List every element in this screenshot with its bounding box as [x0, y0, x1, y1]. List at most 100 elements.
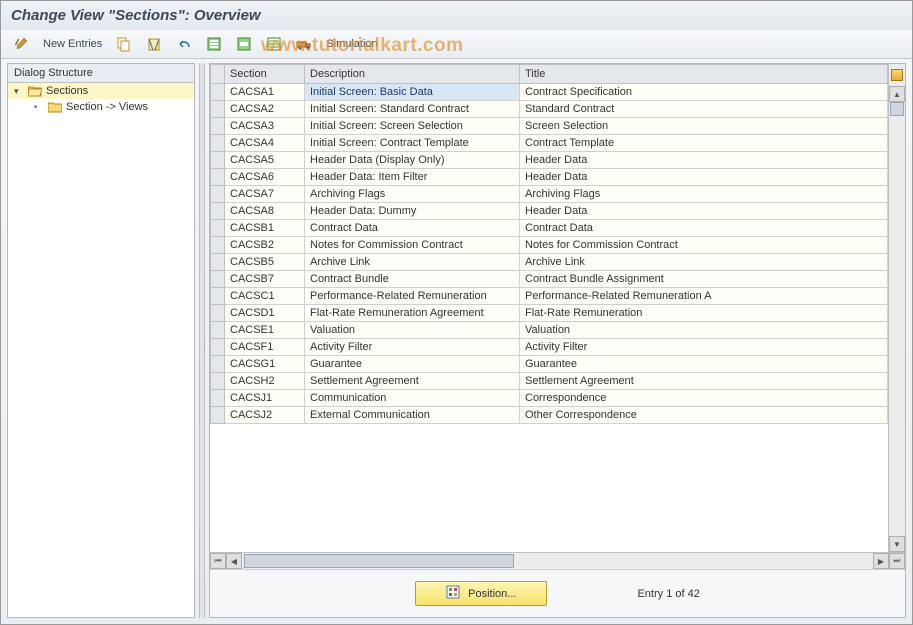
- cell-title[interactable]: Notes for Commission Contract: [520, 237, 888, 254]
- hscroll-track[interactable]: [244, 553, 871, 569]
- cell-section[interactable]: CACSA7: [225, 186, 305, 203]
- table-row[interactable]: CACSB7Contract BundleContract Bundle Ass…: [211, 271, 888, 288]
- row-selector[interactable]: [211, 356, 225, 373]
- col-section-header[interactable]: Section: [225, 65, 305, 84]
- table-row[interactable]: CACSA7Archiving FlagsArchiving Flags: [211, 186, 888, 203]
- cell-section[interactable]: CACSA5: [225, 152, 305, 169]
- transport-button[interactable]: [292, 34, 316, 54]
- cell-title[interactable]: Screen Selection: [520, 118, 888, 135]
- cell-description[interactable]: Initial Screen: Basic Data: [305, 84, 520, 101]
- cell-description[interactable]: External Communication: [305, 407, 520, 424]
- row-selector[interactable]: [211, 373, 225, 390]
- table-row[interactable]: CACSA3Initial Screen: Screen SelectionSc…: [211, 118, 888, 135]
- table-row[interactable]: CACSA6Header Data: Item FilterHeader Dat…: [211, 169, 888, 186]
- scroll-up-button[interactable]: ▲: [889, 86, 905, 102]
- cell-title[interactable]: Contract Bundle Assignment: [520, 271, 888, 288]
- cell-description[interactable]: Archive Link: [305, 254, 520, 271]
- vertical-scrollbar[interactable]: ▲ ▼: [888, 64, 905, 552]
- scroll-last-button[interactable]: ⏭: [889, 553, 905, 569]
- row-selector[interactable]: [211, 220, 225, 237]
- vscroll-thumb[interactable]: [890, 102, 904, 116]
- cell-description[interactable]: Flat-Rate Remuneration Agreement: [305, 305, 520, 322]
- cell-description[interactable]: Settlement Agreement: [305, 373, 520, 390]
- row-selector[interactable]: [211, 390, 225, 407]
- cell-section[interactable]: CACSC1: [225, 288, 305, 305]
- cell-title[interactable]: Archiving Flags: [520, 186, 888, 203]
- hscroll-thumb[interactable]: [244, 554, 514, 568]
- copy-button[interactable]: [112, 34, 136, 54]
- col-title-header[interactable]: Title: [520, 65, 888, 84]
- table-row[interactable]: CACSA1Initial Screen: Basic DataContract…: [211, 84, 888, 101]
- vscroll-track[interactable]: [889, 102, 905, 536]
- cell-section[interactable]: CACSB2: [225, 237, 305, 254]
- row-selector[interactable]: [211, 288, 225, 305]
- cell-section[interactable]: CACSA4: [225, 135, 305, 152]
- cell-title[interactable]: Guarantee: [520, 356, 888, 373]
- row-selector[interactable]: [211, 339, 225, 356]
- undo-button[interactable]: [172, 34, 196, 54]
- row-selector[interactable]: [211, 186, 225, 203]
- cell-title[interactable]: Header Data: [520, 203, 888, 220]
- table-row[interactable]: CACSC1Performance-Related RemunerationPe…: [211, 288, 888, 305]
- cell-description[interactable]: Communication: [305, 390, 520, 407]
- cell-section[interactable]: CACSJ1: [225, 390, 305, 407]
- table-row[interactable]: CACSJ2External CommunicationOther Corres…: [211, 407, 888, 424]
- cell-title[interactable]: Archive Link: [520, 254, 888, 271]
- table-row[interactable]: CACSB2Notes for Commission ContractNotes…: [211, 237, 888, 254]
- delete-button[interactable]: [142, 34, 166, 54]
- cell-title[interactable]: Header Data: [520, 169, 888, 186]
- scroll-first-button[interactable]: ⏮: [210, 553, 226, 569]
- table-row[interactable]: CACSB1Contract DataContract Data: [211, 220, 888, 237]
- table-settings-icon[interactable]: [891, 69, 903, 81]
- row-selector[interactable]: [211, 237, 225, 254]
- table-row[interactable]: CACSJ1CommunicationCorrespondence: [211, 390, 888, 407]
- row-selector-header[interactable]: [211, 65, 225, 84]
- cell-section[interactable]: CACSF1: [225, 339, 305, 356]
- cell-title[interactable]: Performance-Related Remuneration A: [520, 288, 888, 305]
- cell-section[interactable]: CACSB7: [225, 271, 305, 288]
- horizontal-scrollbar[interactable]: ⏮ ◀ ▶ ⏭: [210, 552, 905, 569]
- cell-description[interactable]: Header Data (Display Only): [305, 152, 520, 169]
- cell-section[interactable]: CACSA2: [225, 101, 305, 118]
- cell-description[interactable]: Guarantee: [305, 356, 520, 373]
- scroll-left-button[interactable]: ◀: [226, 553, 242, 569]
- cell-description[interactable]: Notes for Commission Contract: [305, 237, 520, 254]
- cell-description[interactable]: Header Data: Item Filter: [305, 169, 520, 186]
- table-row[interactable]: CACSH2Settlement AgreementSettlement Agr…: [211, 373, 888, 390]
- cell-description[interactable]: Archiving Flags: [305, 186, 520, 203]
- cell-title[interactable]: Contract Template: [520, 135, 888, 152]
- row-selector[interactable]: [211, 101, 225, 118]
- row-selector[interactable]: [211, 152, 225, 169]
- scroll-down-button[interactable]: ▼: [889, 536, 905, 552]
- cell-section[interactable]: CACSE1: [225, 322, 305, 339]
- row-selector[interactable]: [211, 407, 225, 424]
- tree-node-section-views[interactable]: • Section -> Views: [8, 99, 194, 115]
- cell-description[interactable]: Performance-Related Remuneration: [305, 288, 520, 305]
- table-row[interactable]: CACSA5Header Data (Display Only)Header D…: [211, 152, 888, 169]
- cell-section[interactable]: CACSH2: [225, 373, 305, 390]
- cell-title[interactable]: Valuation: [520, 322, 888, 339]
- cell-section[interactable]: CACSA8: [225, 203, 305, 220]
- cell-title[interactable]: Standard Contract: [520, 101, 888, 118]
- new-entries-button[interactable]: New Entries: [39, 36, 106, 52]
- cell-section[interactable]: CACSA1: [225, 84, 305, 101]
- row-selector[interactable]: [211, 254, 225, 271]
- tree-collapse-icon[interactable]: ▾: [14, 86, 24, 97]
- tree-node-sections[interactable]: ▾ Sections: [8, 83, 194, 99]
- cell-section[interactable]: CACSJ2: [225, 407, 305, 424]
- cell-description[interactable]: Initial Screen: Screen Selection: [305, 118, 520, 135]
- row-selector[interactable]: [211, 305, 225, 322]
- col-description-header[interactable]: Description: [305, 65, 520, 84]
- cell-description[interactable]: Header Data: Dummy: [305, 203, 520, 220]
- position-button[interactable]: Position...: [415, 581, 547, 606]
- cell-title[interactable]: Header Data: [520, 152, 888, 169]
- cell-section[interactable]: CACSD1: [225, 305, 305, 322]
- table-row[interactable]: CACSB5Archive LinkArchive Link: [211, 254, 888, 271]
- row-selector[interactable]: [211, 135, 225, 152]
- cell-section[interactable]: CACSG1: [225, 356, 305, 373]
- cell-description[interactable]: Activity Filter: [305, 339, 520, 356]
- table-row[interactable]: CACSA8Header Data: DummyHeader Data: [211, 203, 888, 220]
- row-selector[interactable]: [211, 322, 225, 339]
- cell-section[interactable]: CACSB5: [225, 254, 305, 271]
- cell-title[interactable]: Settlement Agreement: [520, 373, 888, 390]
